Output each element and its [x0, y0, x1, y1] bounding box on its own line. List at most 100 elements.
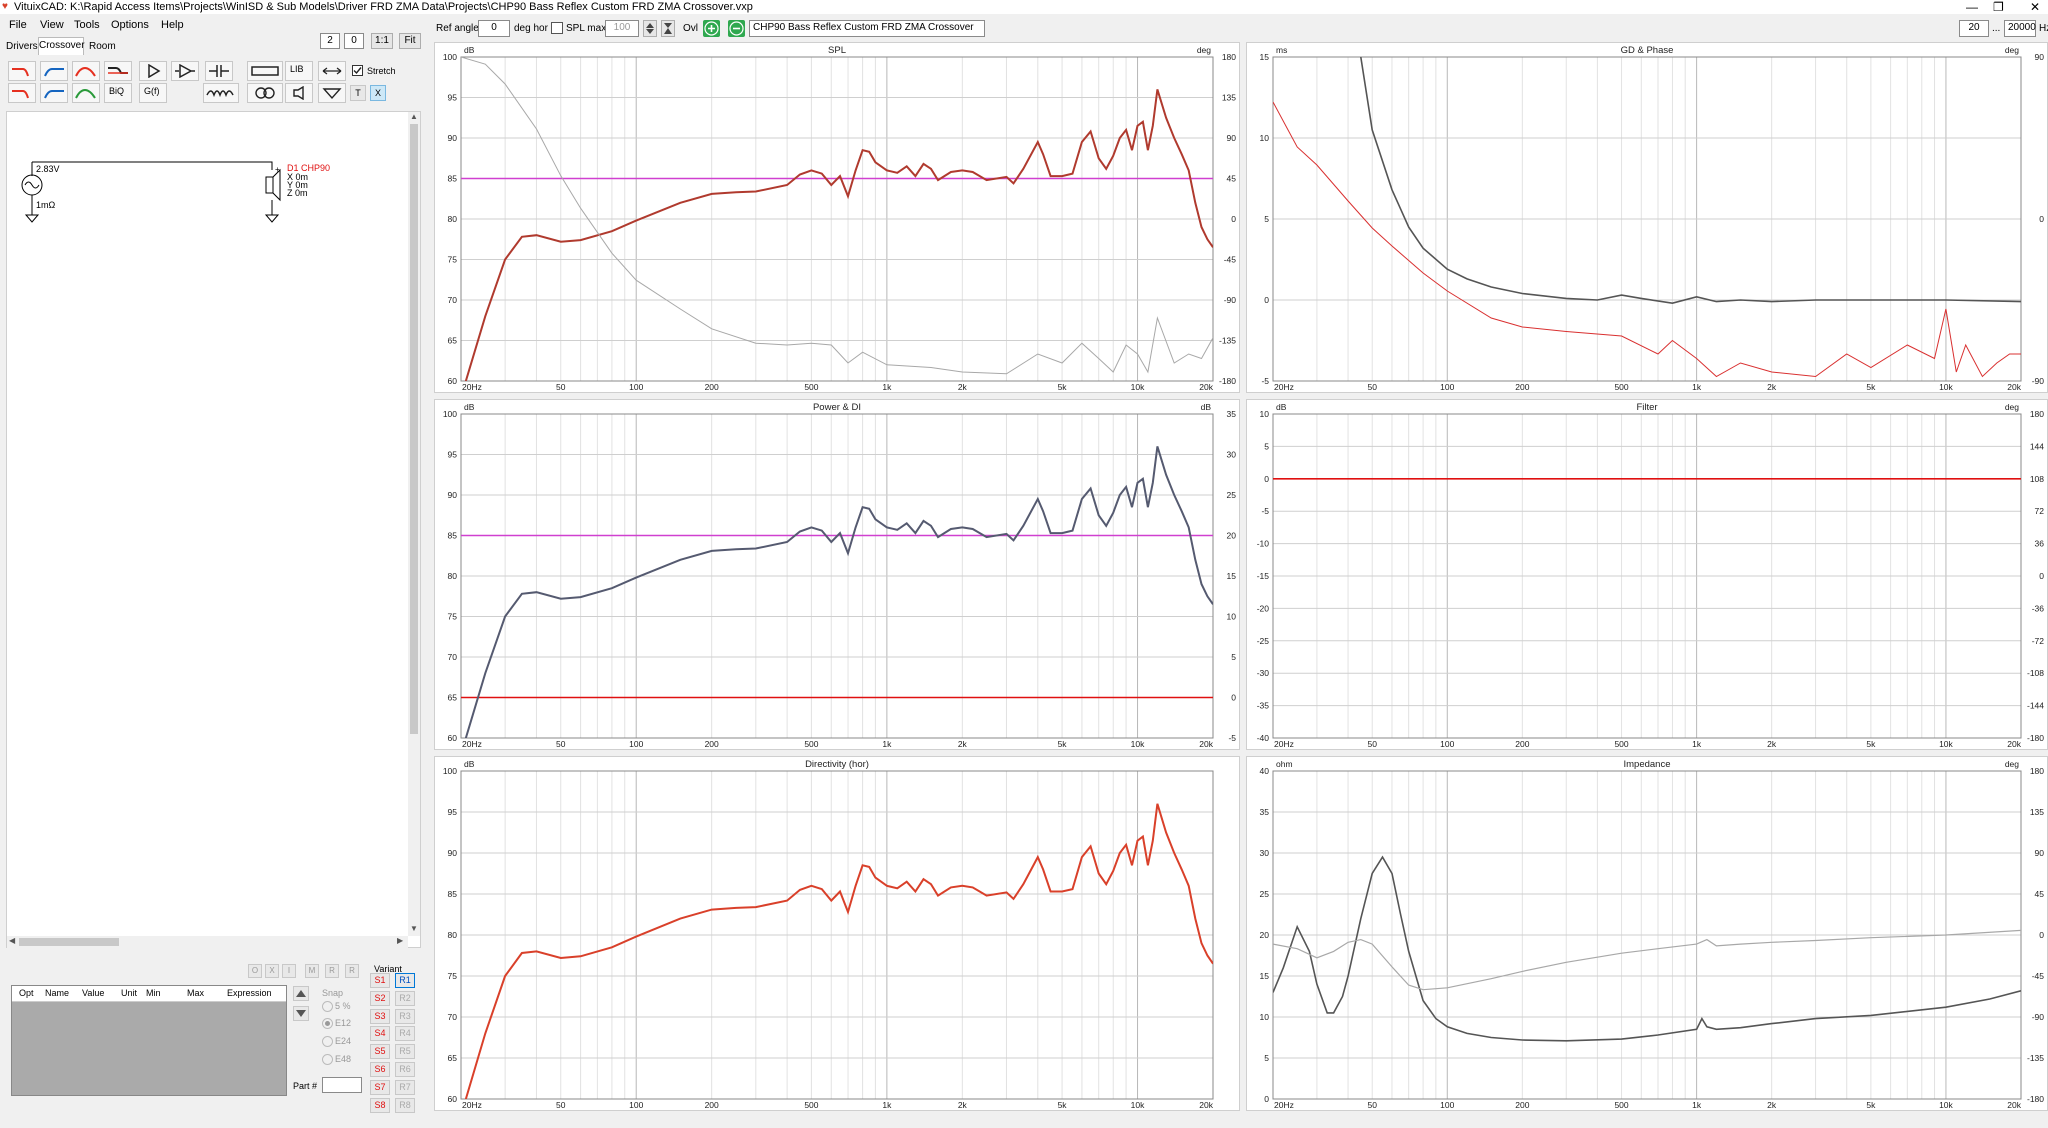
variant-s6-button[interactable]: S6 — [370, 1062, 390, 1077]
col-value[interactable]: Value — [82, 988, 105, 998]
col-max[interactable]: Max — [187, 988, 205, 998]
driver-name-label[interactable]: D1 CHP90 — [287, 163, 331, 173]
minmax-button[interactable] — [661, 20, 675, 37]
menu-help[interactable]: Help — [161, 19, 184, 31]
variant-s8-button[interactable]: S8 — [370, 1097, 390, 1113]
variant-s3-button[interactable]: S3 — [370, 1008, 390, 1024]
ground-button[interactable] — [318, 83, 346, 103]
scroll-up-icon[interactable]: ▲ — [410, 112, 418, 121]
bandpass-filter-button[interactable] — [72, 61, 100, 81]
variant-s2-button[interactable]: S2 — [370, 990, 390, 1006]
move-down-button[interactable] — [293, 1006, 309, 1021]
menu-tools[interactable]: Tools — [74, 19, 100, 31]
directivity-graph-panel[interactable]: 100 95 90 85 80 75 70 65 60 20Hz 50 100 200 500 1k 2k 5k… — [434, 756, 1240, 1111]
library-button[interactable]: LIB — [285, 61, 313, 81]
parts-table[interactable]: Opt Name Value Unit Min Max Expression — [11, 985, 287, 1096]
highpass-2-button[interactable] — [40, 83, 68, 103]
freq-max-input[interactable]: 20000 — [2004, 20, 2036, 37]
shelf-filter-button[interactable] — [104, 61, 132, 81]
snap-radio-e48[interactable] — [322, 1054, 333, 1065]
gf-button[interactable]: G(f) — [139, 83, 167, 103]
tab-crossover[interactable]: Crossover — [38, 37, 85, 55]
menu-file[interactable]: File — [9, 19, 27, 31]
col-name[interactable]: Name — [45, 988, 70, 998]
spl-graph-panel[interactable]: 100 95 90 85 80 75 70 65 60 180 135 90 45 0 -45 -90 -135… — [434, 42, 1240, 393]
filter-graph-panel[interactable]: 10 5 0 -5 -10 -15 -20 -25 -30 -35 -40 180 144 108 72 36… — [1246, 399, 2048, 750]
close-button[interactable]: ✕ — [2030, 0, 2041, 14]
power-di-graph-panel[interactable]: 100 95 90 85 80 75 70 65 60 35 30 25 20 15 10 5 0 -5 20Hz 5… — [434, 399, 1240, 750]
snap-radio-e24[interactable] — [322, 1036, 333, 1047]
amplifier-button[interactable] — [171, 61, 199, 81]
impedance-graph-panel[interactable]: 40 35 30 25 20 15 10 5 0 180 135 90 45 0 -45 -90 -135 -18… — [1246, 756, 2048, 1111]
part-number-input[interactable] — [322, 1077, 362, 1093]
scroll-right-icon[interactable]: ▶ — [397, 936, 404, 945]
variant-r7-button[interactable]: R7 — [395, 1079, 415, 1095]
col-expression[interactable]: Expression — [227, 988, 272, 998]
mini-btn-x[interactable]: X — [265, 964, 279, 978]
scroll-left-icon[interactable]: ◀ — [9, 936, 16, 945]
horizontal-scroll-thumb[interactable] — [19, 938, 119, 946]
vertical-scroll-thumb[interactable] — [410, 124, 418, 734]
mini-btn-m[interactable]: M — [305, 964, 319, 978]
zoom-num-1[interactable]: 2 — [320, 33, 340, 49]
inductor-button[interactable] — [203, 83, 239, 103]
restore-button[interactable]: ❐ — [1993, 0, 2004, 14]
resistor-button[interactable] — [247, 61, 283, 81]
mini-btn-r2[interactable]: R — [345, 964, 359, 978]
gd-phase-graph-panel[interactable]: 15 10 5 0 -5 90 0 -90 20Hz 50 100 200 500 1k 2k 5k 10k 20… — [1246, 42, 2048, 393]
col-min[interactable]: Min — [146, 988, 161, 998]
spl-max-input[interactable]: 100 — [605, 20, 639, 37]
move-up-button[interactable] — [293, 986, 309, 1001]
col-unit[interactable]: Unit — [121, 988, 138, 998]
variant-r5-button[interactable]: R5 — [395, 1044, 415, 1060]
horizontal-scrollbar[interactable]: ◀ ▶ — [7, 936, 408, 948]
fit-button[interactable]: Fit — [399, 33, 421, 49]
mini-btn-r1[interactable]: R — [325, 964, 339, 978]
col-opt[interactable]: Opt — [19, 988, 34, 998]
schematic-canvas[interactable]: + 2.83V 1mΩ D1 CHP90 X 0m Y 0m Z 0m ▲ ▼ … — [6, 111, 421, 948]
driver-button[interactable] — [285, 83, 313, 103]
highpass-filter-button[interactable] — [40, 61, 68, 81]
variant-r3-button[interactable]: R3 — [395, 1008, 415, 1024]
variant-r6-button[interactable]: R6 — [395, 1062, 415, 1077]
variant-r4-button[interactable]: R4 — [395, 1026, 415, 1042]
delete-tool-button[interactable]: X — [370, 85, 386, 101]
menu-options[interactable]: Options — [111, 19, 149, 31]
ref-angle-input[interactable]: 0 — [478, 20, 510, 37]
freq-min-input[interactable]: 20 — [1959, 20, 1989, 37]
snap-radio-e12[interactable] — [322, 1018, 333, 1029]
tab-room[interactable]: Room — [89, 41, 116, 52]
zoom-num-2[interactable]: 0 — [344, 33, 364, 49]
variant-s4-button[interactable]: S4 — [370, 1026, 390, 1042]
add-overlay-button[interactable] — [703, 20, 720, 37]
variant-r8-button[interactable]: R8 — [395, 1097, 415, 1113]
lowpass-filter-button[interactable] — [8, 61, 36, 81]
transformer-button[interactable] — [247, 83, 283, 103]
variant-r1-button[interactable]: R1 — [395, 973, 415, 988]
snap-radio-5[interactable] — [322, 1001, 333, 1012]
variant-s1-button[interactable]: S1 — [370, 973, 390, 988]
scroll-down-icon[interactable]: ▼ — [410, 924, 418, 933]
vertical-scrollbar[interactable]: ▲ ▼ — [408, 112, 420, 936]
mini-btn-i[interactable]: I — [282, 964, 296, 978]
overlay-name-field[interactable]: CHP90 Bass Reflex Custom FRD ZMA Crossov… — [749, 20, 985, 37]
tab-drivers[interactable]: Drivers — [6, 41, 38, 52]
biquad-button[interactable]: BiQ — [104, 83, 132, 103]
step-up-down-button[interactable] — [643, 20, 657, 37]
allpass-button[interactable] — [72, 83, 100, 103]
lowpass-2-button[interactable] — [8, 83, 36, 103]
variant-r2-button[interactable]: R2 — [395, 990, 415, 1006]
spl-max-checkbox[interactable] — [551, 22, 563, 34]
variant-s5-button[interactable]: S5 — [370, 1044, 390, 1060]
mini-btn-o[interactable]: O — [248, 964, 262, 978]
remove-overlay-button[interactable] — [728, 20, 745, 37]
variant-s7-button[interactable]: S7 — [370, 1079, 390, 1095]
capacitor-button[interactable] — [205, 61, 233, 81]
minimize-button[interactable]: — — [1966, 0, 1978, 14]
stretch-checkbox[interactable] — [352, 65, 363, 76]
wire-button[interactable] — [318, 61, 346, 81]
menu-view[interactable]: View — [40, 19, 64, 31]
one-to-one-button[interactable]: 1:1 — [371, 33, 393, 49]
buffer-button[interactable] — [139, 61, 167, 81]
text-tool-button[interactable]: T — [350, 85, 366, 101]
